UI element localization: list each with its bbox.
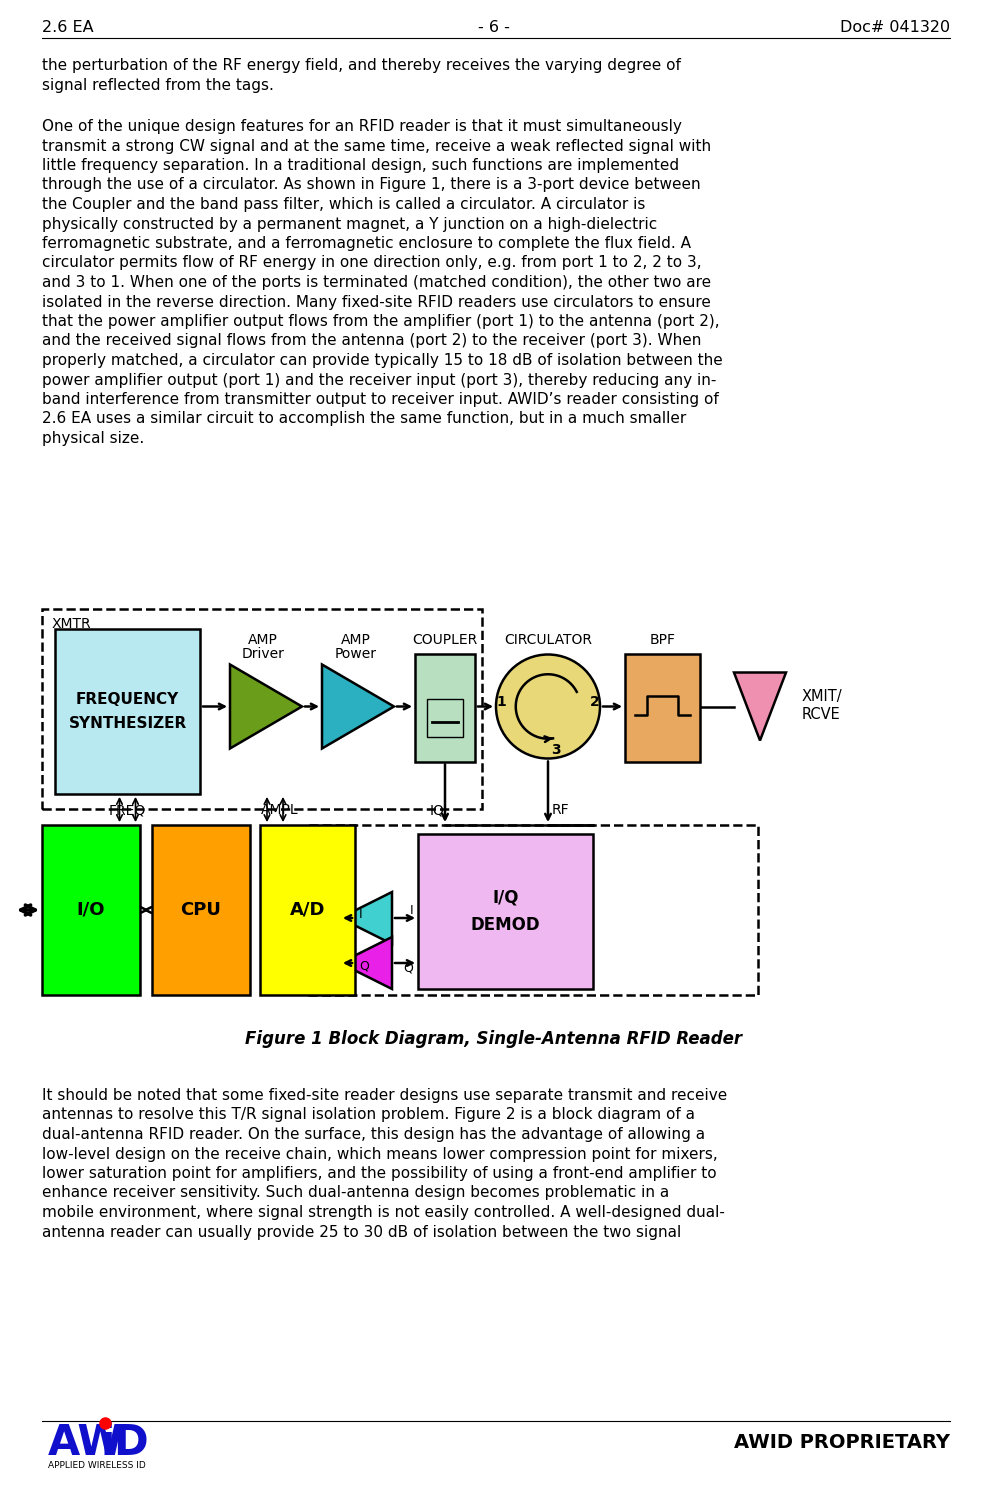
Text: XMTR: XMTR (52, 616, 92, 631)
Text: the perturbation of the RF energy field, and thereby receives the varying degree: the perturbation of the RF energy field,… (42, 58, 681, 94)
Text: lower saturation point for amplifiers, and the possibility of using a front-end : lower saturation point for amplifiers, a… (42, 1166, 716, 1181)
Text: i: i (100, 1422, 115, 1464)
Text: APPLIED WIRELESS ID: APPLIED WIRELESS ID (48, 1461, 146, 1470)
Text: AW: AW (48, 1422, 124, 1464)
Text: I: I (359, 908, 363, 922)
FancyBboxPatch shape (415, 654, 475, 761)
Text: I/Q: I/Q (492, 889, 519, 907)
FancyBboxPatch shape (427, 698, 463, 737)
Text: and 3 to 1. When one of the ports is terminated (matched condition), the other t: and 3 to 1. When one of the ports is ter… (42, 275, 711, 290)
Text: 2.6 EA: 2.6 EA (42, 19, 94, 36)
Text: isolated in the reverse direction. Many fixed-site RFID readers use circulators : isolated in the reverse direction. Many … (42, 295, 711, 310)
Polygon shape (340, 892, 392, 944)
Text: FREQUENCY: FREQUENCY (76, 692, 179, 707)
Text: ferromagnetic substrate, and a ferromagnetic enclosure to complete the flux fiel: ferromagnetic substrate, and a ferromagn… (42, 235, 691, 252)
Text: DEMOD: DEMOD (470, 917, 540, 935)
FancyBboxPatch shape (42, 825, 140, 995)
Text: Power: Power (335, 646, 377, 661)
FancyBboxPatch shape (152, 825, 250, 995)
FancyBboxPatch shape (418, 834, 593, 989)
Text: Doc# 041320: Doc# 041320 (840, 19, 950, 36)
Text: low-level design on the receive chain, which means lower compression point for m: low-level design on the receive chain, w… (42, 1147, 717, 1161)
Text: COUPLER: COUPLER (412, 633, 477, 648)
Text: dual-antenna RFID reader. On the surface, this design has the advantage of allow: dual-antenna RFID reader. On the surface… (42, 1127, 705, 1142)
Text: physically constructed by a permanent magnet, a Y junction on a high-dielectric: physically constructed by a permanent ma… (42, 216, 657, 231)
Text: Figure 1 Block Diagram, Single-Antenna RFID Reader: Figure 1 Block Diagram, Single-Antenna R… (245, 1030, 743, 1048)
Text: It should be noted that some fixed-site reader designs use separate transmit and: It should be noted that some fixed-site … (42, 1088, 727, 1103)
Text: I/O: I/O (77, 901, 106, 919)
Text: 2: 2 (590, 694, 600, 709)
Text: power amplifier output (port 1) and the receiver input (port 3), thereby reducin: power amplifier output (port 1) and the … (42, 372, 716, 387)
FancyBboxPatch shape (625, 654, 700, 761)
Text: Q: Q (403, 962, 413, 974)
FancyBboxPatch shape (260, 825, 355, 995)
FancyBboxPatch shape (55, 628, 200, 794)
Text: little frequency separation. In a traditional design, such functions are impleme: little frequency separation. In a tradit… (42, 158, 679, 173)
Text: 3: 3 (551, 743, 561, 758)
Text: that the power amplifier output flows from the amplifier (port 1) to the antenna: that the power amplifier output flows fr… (42, 314, 719, 329)
Text: RCVE: RCVE (802, 707, 841, 722)
Text: and the received signal flows from the antenna (port 2) to the receiver (port 3): and the received signal flows from the a… (42, 334, 701, 348)
Text: CPU: CPU (181, 901, 221, 919)
Text: Q: Q (359, 959, 369, 972)
Text: antennas to resolve this T/R signal isolation problem. Figure 2 is a block diagr: antennas to resolve this T/R signal isol… (42, 1108, 695, 1123)
Text: IQ: IQ (430, 803, 445, 817)
Text: enhance receiver sensitivity. Such dual-antenna design becomes problematic in a: enhance receiver sensitivity. Such dual-… (42, 1185, 669, 1200)
Text: CIRCULATOR: CIRCULATOR (504, 633, 592, 646)
Text: SYNTHESIZER: SYNTHESIZER (68, 716, 187, 731)
Text: AMP: AMP (248, 633, 278, 646)
Polygon shape (322, 664, 394, 749)
Text: 1: 1 (496, 694, 506, 709)
Text: circulator permits flow of RF energy in one direction only, e.g. from port 1 to : circulator permits flow of RF energy in … (42, 256, 701, 271)
Polygon shape (340, 937, 392, 989)
Text: RF: RF (551, 803, 569, 817)
Polygon shape (230, 664, 302, 749)
Text: I: I (409, 904, 413, 917)
Text: antenna reader can usually provide 25 to 30 dB of isolation between the two sign: antenna reader can usually provide 25 to… (42, 1224, 682, 1239)
Text: RCV: RCV (318, 831, 346, 844)
Text: 2.6 EA uses a similar circuit to accomplish the same function, but in a much sma: 2.6 EA uses a similar circuit to accompl… (42, 411, 687, 426)
Text: Driver: Driver (241, 646, 285, 661)
Text: FREQ: FREQ (109, 803, 146, 817)
Text: AWID PROPRIETARY: AWID PROPRIETARY (734, 1434, 950, 1452)
Text: band interference from transmitter output to receiver input. AWID’s reader consi: band interference from transmitter outpu… (42, 392, 718, 406)
Text: XMIT/: XMIT/ (802, 689, 843, 704)
Text: mobile environment, where signal strength is not easily controlled. A well-desig: mobile environment, where signal strengt… (42, 1205, 725, 1219)
Text: D: D (113, 1422, 147, 1464)
Text: AMPL: AMPL (261, 803, 298, 817)
Polygon shape (734, 673, 786, 740)
Text: through the use of a circulator. As shown in Figure 1, there is a 3-port device : through the use of a circulator. As show… (42, 177, 700, 192)
Text: One of the unique design features for an RFID reader is that it must simultaneou: One of the unique design features for an… (42, 119, 682, 134)
Text: - 6 -: - 6 - (478, 19, 510, 36)
Text: A/D: A/D (289, 901, 325, 919)
Text: properly matched, a circulator can provide typically 15 to 18 dB of isolation be: properly matched, a circulator can provi… (42, 353, 723, 368)
Circle shape (496, 655, 600, 758)
Text: transmit a strong CW signal and at the same time, receive a weak reflected signa: transmit a strong CW signal and at the s… (42, 138, 711, 153)
Text: physical size.: physical size. (42, 430, 144, 447)
Text: AMP: AMP (341, 633, 370, 646)
Text: the Coupler and the band pass filter, which is called a circulator. A circulator: the Coupler and the band pass filter, wh… (42, 197, 645, 211)
Text: BPF: BPF (649, 633, 676, 648)
